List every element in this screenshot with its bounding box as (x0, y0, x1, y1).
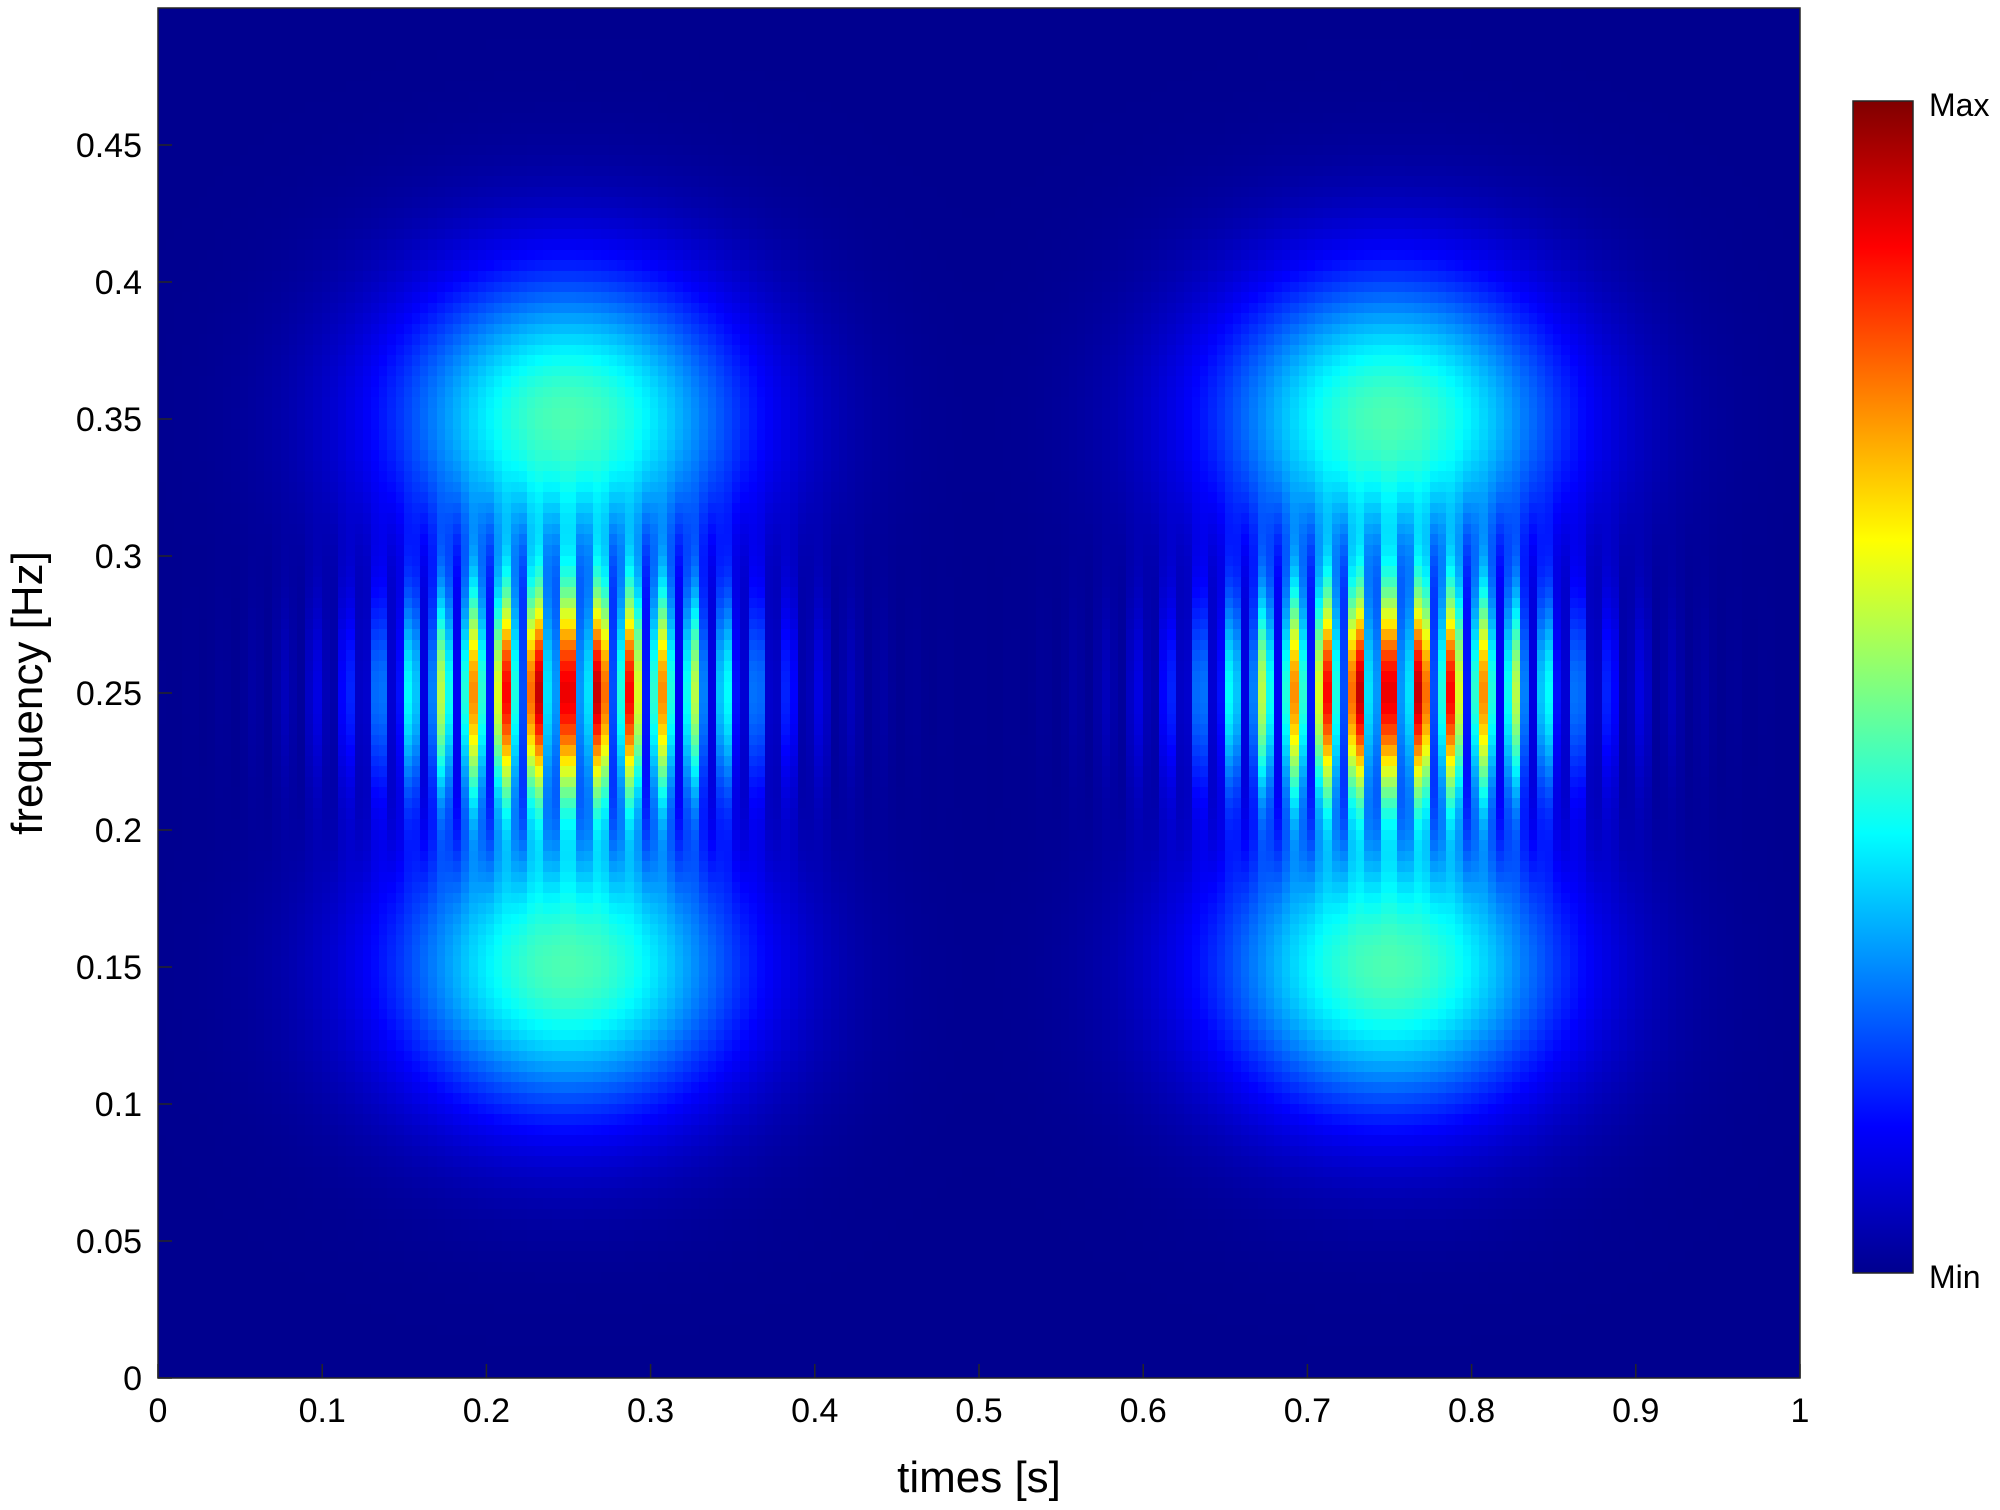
colorbar-min-label: Min (1929, 1259, 1981, 1295)
x-tick-label: 0.6 (1120, 1392, 1167, 1430)
x-tick-label: 0.8 (1448, 1392, 1495, 1430)
y-tick-label: 0.3 (95, 538, 142, 576)
x-tick-label: 0.2 (463, 1392, 510, 1430)
colorbar-gradient (1852, 100, 1914, 1274)
x-tick-label: 0.5 (955, 1392, 1002, 1430)
y-tick-label: 0 (123, 1360, 142, 1398)
x-tick-label: 0.7 (1284, 1392, 1331, 1430)
y-tick-label: 0.1 (95, 1086, 142, 1124)
x-tick-label: 0.4 (791, 1392, 838, 1430)
x-tick-label: 0.1 (299, 1392, 346, 1430)
x-tick-label: 0.3 (627, 1392, 674, 1430)
x-tick-label: 1 (1791, 1392, 1810, 1430)
y-axis: 0 0.05 0.1 0.15 0.2 0.25 0.3 0.35 0.4 0.45 (76, 127, 172, 1398)
x-axis-title: times [s] (897, 1453, 1061, 1502)
y-tick-label: 0.25 (76, 675, 142, 713)
colorbar-max-label: Max (1929, 87, 1989, 123)
x-axis: 0 0.1 0.2 0.3 0.4 0.5 0.6 0.7 0.8 0.9 1 (149, 1364, 1810, 1430)
y-tick-label: 0.2 (95, 812, 142, 850)
x-tick-label: 0 (149, 1392, 168, 1430)
x-tick-label: 0.9 (1612, 1392, 1659, 1430)
y-tick-label: 0.15 (76, 949, 142, 987)
plot-area (157, 7, 1801, 1379)
colorbar: Max Min (1852, 87, 1989, 1295)
y-axis-title: frequency [Hz] (3, 551, 52, 835)
y-tick-label: 0.45 (76, 127, 142, 165)
y-tick-label: 0.35 (76, 401, 142, 439)
y-tick-label: 0.05 (76, 1223, 142, 1261)
y-tick-label: 0.4 (95, 264, 142, 302)
heatmap-canvas (158, 8, 1800, 1378)
